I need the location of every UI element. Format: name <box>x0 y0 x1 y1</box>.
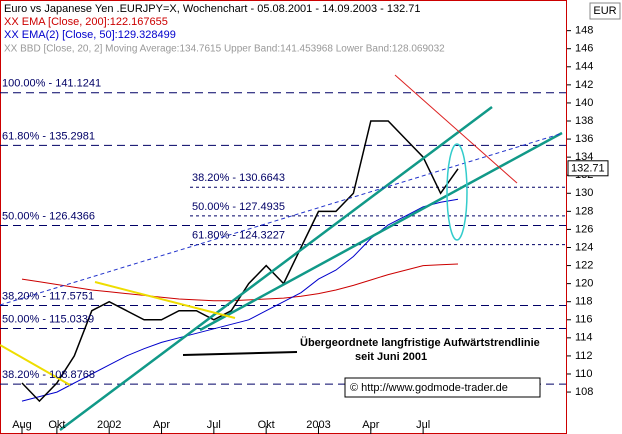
y-tick-label: 116 <box>575 314 593 326</box>
currency-box <box>589 2 621 20</box>
highlight <box>446 143 468 241</box>
x-tick-label: Okt <box>258 419 275 431</box>
indicator-note: XX BBD [Close, 20, 2] Moving Average:134… <box>4 44 445 55</box>
x-tick-label: Jul <box>207 419 221 431</box>
y-tick-label: 138 <box>575 115 593 127</box>
y-tick-label: 134 <box>575 151 593 163</box>
y-tick-label: 124 <box>575 241 593 253</box>
chart-title: Euro vs Japanese Yen .EURJPY=X, Wochench… <box>4 3 421 15</box>
annotation: Übergeordnete langfristige Aufwärtstrend… <box>300 336 540 349</box>
y-tick-label: 112 <box>575 350 593 362</box>
y-tick-label: 142 <box>575 79 593 91</box>
x-tick-label: Jul <box>416 419 430 431</box>
fib-label: 61.80% - 135.2981 <box>2 130 95 142</box>
ema-line <box>21 198 459 402</box>
y-tick-label: 108 <box>575 386 593 398</box>
fib-label: 50.00% - 115.0339 <box>2 313 94 325</box>
trend-line <box>59 105 493 432</box>
x-tick-label: 2002 <box>97 419 121 431</box>
x-tick-label: Apr <box>362 419 379 431</box>
copyright-box <box>344 377 541 398</box>
annotation: seit Juni 2001 <box>355 351 427 363</box>
y-tick-label: 114 <box>575 332 593 344</box>
fib-label: 61.80% - 124.3227 <box>192 229 285 241</box>
y-tick-label: 144 <box>575 61 593 73</box>
fib-label: 50.00% - 126.4366 <box>2 210 95 222</box>
plot-frame <box>0 0 567 434</box>
y-tick-label: 136 <box>575 133 593 145</box>
price-marker <box>567 160 609 177</box>
price-line <box>21 120 459 403</box>
trend-line <box>199 131 563 332</box>
y-tick-label: 130 <box>575 187 593 199</box>
y-tick-label: 140 <box>575 97 593 109</box>
price-label: 132.71 <box>571 163 605 175</box>
x-tick-label: 2003 <box>306 419 330 431</box>
trend-line <box>0 344 71 386</box>
x-tick-label: Aug <box>12 419 32 431</box>
copyright: © http://www.godmode-trader.de <box>350 382 508 394</box>
y-tick-label: 122 <box>575 259 593 271</box>
y-tick-label: 148 <box>575 25 593 37</box>
fib-label: 50.00% - 127.4935 <box>192 201 285 213</box>
axis-panel <box>567 0 622 434</box>
trend-line <box>94 281 236 319</box>
ema-line <box>21 263 459 302</box>
y-tick-label: 126 <box>575 223 593 235</box>
fib-label: 38.20% - 117.5751 <box>2 290 94 302</box>
fib-label: 38.20% - 130.6643 <box>192 172 285 184</box>
marker-line <box>182 351 298 356</box>
fib-label: 100.00% - 141.1241 <box>2 78 101 90</box>
x-tick-label: Apr <box>153 419 170 431</box>
y-tick-label: 110 <box>575 368 593 380</box>
y-tick-label: 146 <box>575 43 593 55</box>
fib-label: 38.20% - 108.8768 <box>2 369 95 381</box>
currency: EUR <box>593 5 616 17</box>
y-tick-label: 128 <box>575 205 593 217</box>
x-tick-label: Okt <box>48 419 65 431</box>
legend-entry: XX EMA [Close, 200]:122.167655 <box>4 16 168 28</box>
y-tick-label: 120 <box>575 278 593 290</box>
y-tick-label: 118 <box>575 296 593 308</box>
trend-line <box>394 74 518 184</box>
legend-entry: XX EMA(2) [Close, 50]:129.328499 <box>4 29 176 41</box>
